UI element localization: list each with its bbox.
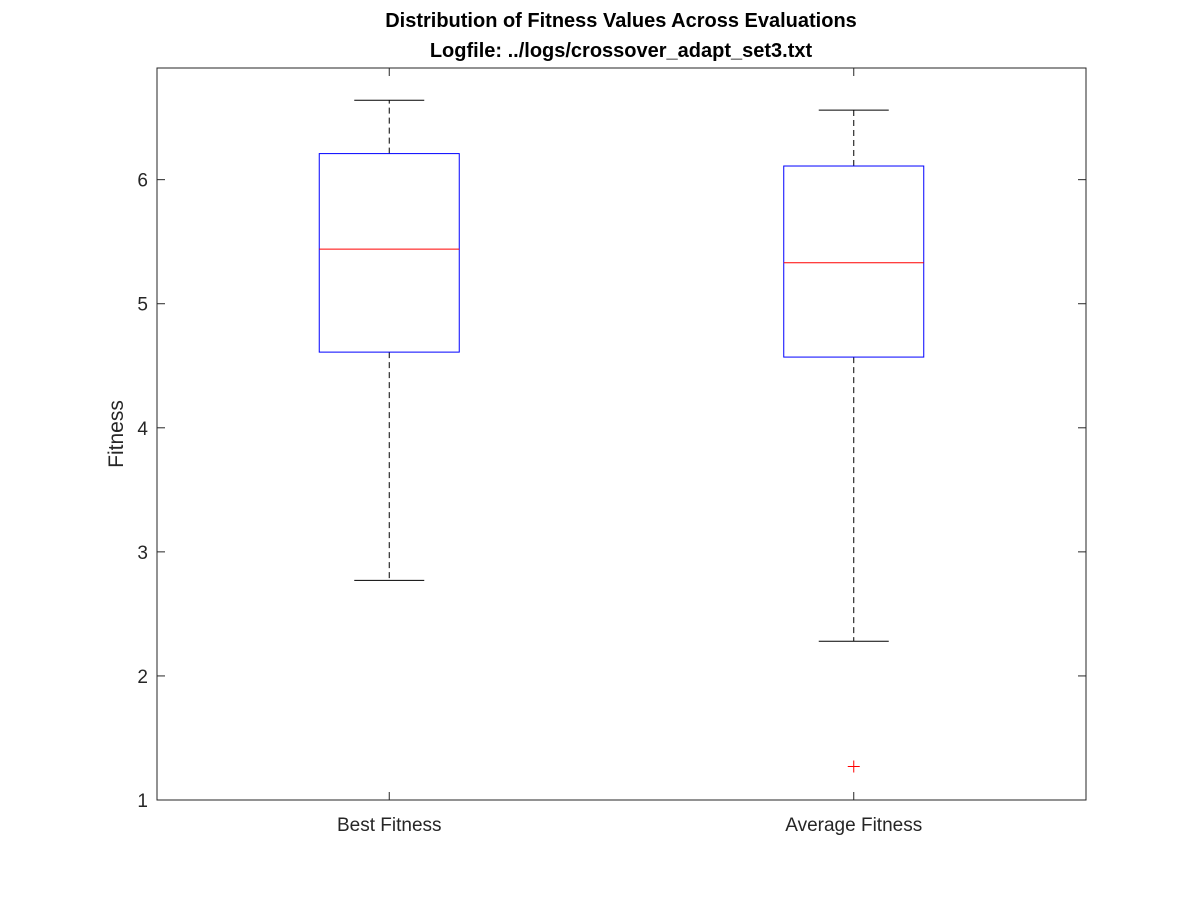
iqr-box [318, 153, 460, 353]
box-series [318, 99, 925, 773]
plot-area [156, 67, 1087, 801]
x-tick-label: Average Fitness [785, 815, 922, 836]
y-axis-label: Fitness [105, 400, 128, 468]
y-tick-label: 5 [137, 295, 148, 316]
y-tick-label: 6 [137, 171, 148, 192]
chart-titles: Distribution of Fitness Values Across Ev… [385, 10, 857, 62]
y-axis-ticks: 1 2 3 4 5 6 [137, 171, 1086, 812]
box-group [318, 99, 460, 581]
x-axis-ticks: Best Fitness Average Fitness [337, 68, 922, 836]
iqr-box [783, 165, 925, 358]
chart-subtitle: Logfile: ../logs/crossover_adapt_set3.tx… [430, 40, 813, 62]
x-tick-label: Best Fitness [337, 815, 442, 836]
outlier-marker [847, 760, 860, 773]
box-group [783, 109, 925, 773]
y-tick-label: 2 [137, 667, 148, 688]
y-tick-label: 4 [137, 419, 148, 440]
chart-title: Distribution of Fitness Values Across Ev… [385, 10, 857, 32]
y-tick-label: 3 [137, 543, 148, 564]
y-tick-label: 1 [137, 791, 148, 812]
